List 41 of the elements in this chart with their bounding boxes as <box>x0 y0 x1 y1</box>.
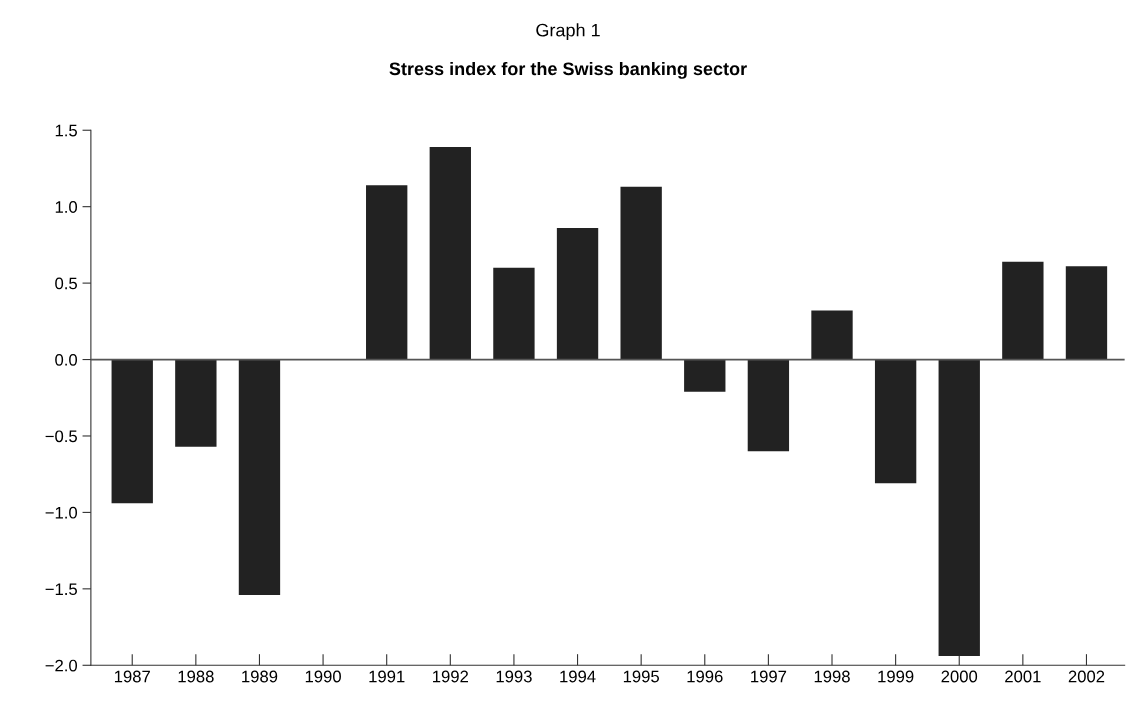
bar <box>556 228 599 360</box>
y-tick-label: 1.0 <box>55 201 78 213</box>
x-tick-label: 2000 <box>941 670 978 683</box>
y-tick-label: 1.5 <box>55 124 77 137</box>
bar <box>175 359 217 447</box>
y-tick-label: −1.5 <box>45 583 77 596</box>
x-tick-label: 1987 <box>114 670 150 683</box>
x-tick-label: 1992 <box>433 670 469 683</box>
bar <box>1002 261 1044 360</box>
bar <box>938 359 980 657</box>
bar <box>493 267 535 360</box>
x-tick-label: 1997 <box>751 670 787 683</box>
bar <box>238 359 281 595</box>
x-tick-label: 1999 <box>878 670 914 683</box>
bar <box>111 359 153 504</box>
bar <box>366 185 408 360</box>
chart-title: Stress index for the Swiss banking sector <box>389 61 747 79</box>
chart-subtitle: Graph 1 <box>536 23 600 41</box>
y-tick-label: −1.0 <box>45 506 78 519</box>
x-tick-label: 1990 <box>305 670 341 683</box>
bar <box>747 359 790 452</box>
bar <box>811 310 853 360</box>
y-tick-label: 0.5 <box>55 277 77 290</box>
x-tick-label: 1988 <box>178 670 214 683</box>
bar <box>684 359 726 392</box>
x-tick-label: 1995 <box>623 670 659 683</box>
bar <box>429 147 471 360</box>
bar <box>1065 266 1108 360</box>
x-tick-label: 2002 <box>1068 670 1105 683</box>
x-tick-label: 1996 <box>687 670 723 683</box>
y-tick-label: −0.5 <box>45 430 77 443</box>
y-tick-label: −2.0 <box>45 659 78 672</box>
x-tick-label: 1994 <box>560 670 596 683</box>
bar <box>620 186 662 360</box>
x-tick-label: 1991 <box>369 670 405 683</box>
x-tick-label: 2001 <box>1005 670 1041 683</box>
x-tick-label: 1998 <box>814 670 850 683</box>
bar <box>874 359 917 484</box>
y-tick-label: 0.0 <box>55 353 78 366</box>
x-tick-label: 1993 <box>496 670 532 683</box>
x-tick-label: 1989 <box>242 670 278 683</box>
